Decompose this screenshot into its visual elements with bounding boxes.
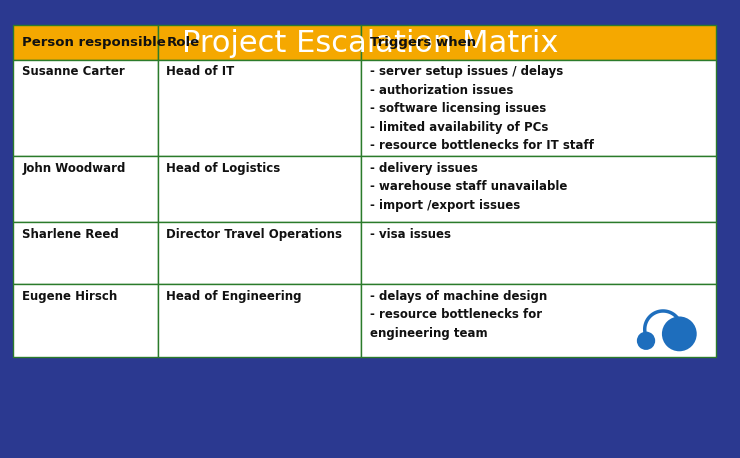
- Bar: [13, 222, 158, 284]
- Text: - visa issues: - visa issues: [370, 228, 451, 241]
- Text: Head of Engineering: Head of Engineering: [166, 290, 302, 303]
- Text: - delivery issues
- warehouse staff unavailable
- import /export issues: - delivery issues - warehouse staff unav…: [370, 162, 568, 212]
- Text: Eugene Hirsch: Eugene Hirsch: [22, 290, 118, 303]
- Bar: [361, 60, 716, 156]
- Text: Sharlene Reed: Sharlene Reed: [22, 228, 119, 241]
- Text: Person responsible: Person responsible: [22, 36, 166, 49]
- Bar: [158, 60, 361, 156]
- Text: John Woodward: John Woodward: [22, 162, 126, 174]
- Text: Susanne Carter: Susanne Carter: [22, 65, 125, 78]
- Bar: [158, 284, 361, 357]
- Text: Head of Logistics: Head of Logistics: [166, 162, 280, 174]
- Bar: [361, 284, 716, 357]
- Text: Project Escalation Matrix: Project Escalation Matrix: [182, 29, 558, 58]
- Bar: [361, 25, 716, 60]
- Ellipse shape: [662, 316, 697, 351]
- Text: Head of IT: Head of IT: [166, 65, 235, 78]
- Bar: [13, 60, 158, 156]
- Text: - delays of machine design
- resource bottlenecks for
engineering team: - delays of machine design - resource bo…: [370, 290, 548, 340]
- Bar: [158, 25, 361, 60]
- Bar: [158, 156, 361, 222]
- Text: Triggers when: Triggers when: [370, 36, 476, 49]
- Ellipse shape: [637, 332, 655, 350]
- Bar: [158, 222, 361, 284]
- Bar: [13, 156, 158, 222]
- Bar: [13, 284, 158, 357]
- Text: Director Travel Operations: Director Travel Operations: [166, 228, 343, 241]
- Bar: [13, 25, 158, 60]
- Bar: [361, 156, 716, 222]
- Text: - server setup issues / delays
- authorization issues
- software licensing issue: - server setup issues / delays - authori…: [370, 65, 594, 153]
- Bar: [361, 222, 716, 284]
- Text: Role: Role: [166, 36, 200, 49]
